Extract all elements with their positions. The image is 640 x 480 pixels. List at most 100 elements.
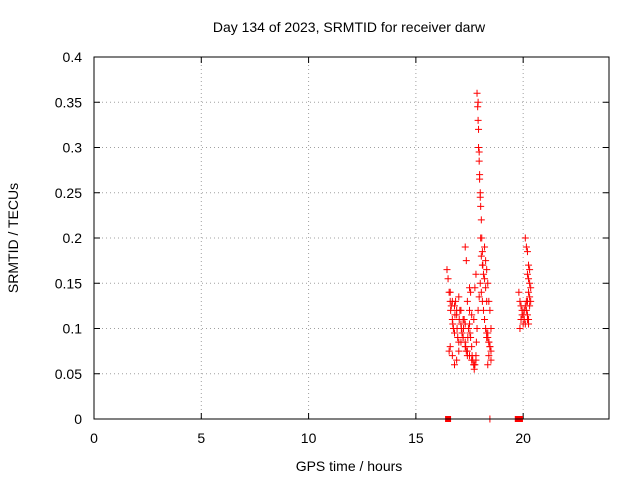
axis-ticks: [93, 56, 609, 420]
data-point: [481, 243, 489, 251]
data-point: [470, 361, 478, 369]
data-point: [486, 306, 494, 314]
data-point: [516, 297, 524, 305]
data-point: [445, 347, 453, 355]
data-point: [451, 329, 458, 337]
data-point: [466, 306, 474, 314]
data-point: [475, 293, 483, 301]
data-point: [461, 320, 469, 328]
data-point: [477, 252, 485, 260]
data-point: [464, 325, 472, 332]
data-point: [520, 306, 528, 314]
data-point: [447, 306, 455, 314]
data-point: [523, 315, 531, 323]
data-point: [527, 284, 535, 292]
data-point: [461, 243, 469, 251]
data-point: [472, 356, 480, 364]
data-point: [473, 325, 481, 332]
tick-labels: 0 5 10 15 20 0 0.05 0.1 0.15 0.2 0.25 0.3 0.35 0.4: [55, 49, 531, 446]
y-tick-label: 0.15: [55, 275, 82, 291]
plot-area-frame: [93, 56, 610, 420]
data-point: [448, 352, 456, 360]
data-point: [457, 338, 465, 346]
y-tick-label: 0.1: [63, 321, 83, 337]
data-point: [474, 98, 482, 106]
data-point: [468, 311, 476, 319]
data-point: [459, 315, 467, 323]
data-point: [478, 248, 486, 256]
data-point: [487, 347, 495, 355]
data-point: [525, 288, 533, 296]
data-point: [463, 297, 471, 305]
data-point: [485, 297, 493, 305]
data-point: [522, 243, 530, 251]
data-point: [455, 293, 463, 301]
y-tick-label: 0.2: [63, 230, 83, 246]
data-point: [485, 352, 493, 360]
data-point: [468, 343, 476, 351]
chart-title: Day 134 of 2023, SRMTID for receiver dar…: [213, 19, 486, 35]
data-point: [517, 315, 525, 323]
data-point: [481, 315, 489, 323]
data-point: [472, 338, 480, 346]
y-tick-label: 0.05: [55, 366, 82, 382]
data-point: [453, 311, 461, 319]
x-tick-label: 5: [197, 430, 205, 446]
data-point: [457, 306, 465, 314]
data-point: [475, 148, 483, 156]
data-point: [477, 234, 485, 242]
data-point: [471, 284, 479, 292]
y-tick-label: 0.4: [63, 49, 83, 65]
data-point: [474, 116, 482, 124]
data-point: [467, 288, 475, 296]
data-point: [467, 334, 475, 342]
data-point: [446, 288, 454, 296]
data-point: [476, 175, 484, 183]
data-point: [443, 266, 451, 274]
data-point: [475, 157, 483, 165]
data-point: [451, 361, 458, 369]
data-point: [451, 302, 458, 310]
data-point: [481, 275, 489, 283]
data-point: [516, 325, 524, 332]
x-tick-label: 0: [90, 430, 98, 446]
data-point: [515, 288, 523, 296]
data-point: [486, 343, 494, 351]
data-point: [478, 261, 486, 269]
x-axis-label: GPS time / hours: [296, 458, 403, 474]
y-tick-label: 0: [74, 411, 82, 427]
data-point: [484, 361, 492, 369]
data-point: [453, 356, 461, 364]
data-point: [479, 306, 487, 314]
data-point: [483, 334, 491, 342]
data-point: [484, 329, 492, 337]
data-point: [459, 334, 467, 342]
y-axis-label: SRMTID / TECUs: [5, 183, 21, 293]
y-tick-label: 0.35: [55, 94, 82, 110]
data-point: [523, 270, 531, 278]
data-point: [472, 270, 480, 278]
data-point: [483, 266, 491, 274]
data-point: [477, 202, 485, 210]
data-point: [477, 288, 485, 296]
data-point: [444, 275, 452, 283]
data-point: [482, 257, 490, 265]
data-point: [477, 216, 485, 224]
data-point: [458, 329, 466, 337]
data-point: [461, 343, 469, 351]
data-point: [487, 356, 495, 364]
data-point: [525, 320, 533, 328]
data-point: [476, 279, 484, 287]
data-point: [470, 315, 478, 323]
data-point: [479, 270, 487, 278]
data-points: [443, 89, 535, 423]
data-point: [475, 144, 483, 151]
data-point: [466, 329, 474, 337]
x-tick-label: 10: [301, 430, 317, 446]
data-point: [466, 352, 474, 360]
data-point: [476, 193, 484, 201]
data-point: [526, 266, 534, 274]
y-tick-label: 0.25: [55, 185, 82, 201]
data-point: [526, 279, 534, 287]
